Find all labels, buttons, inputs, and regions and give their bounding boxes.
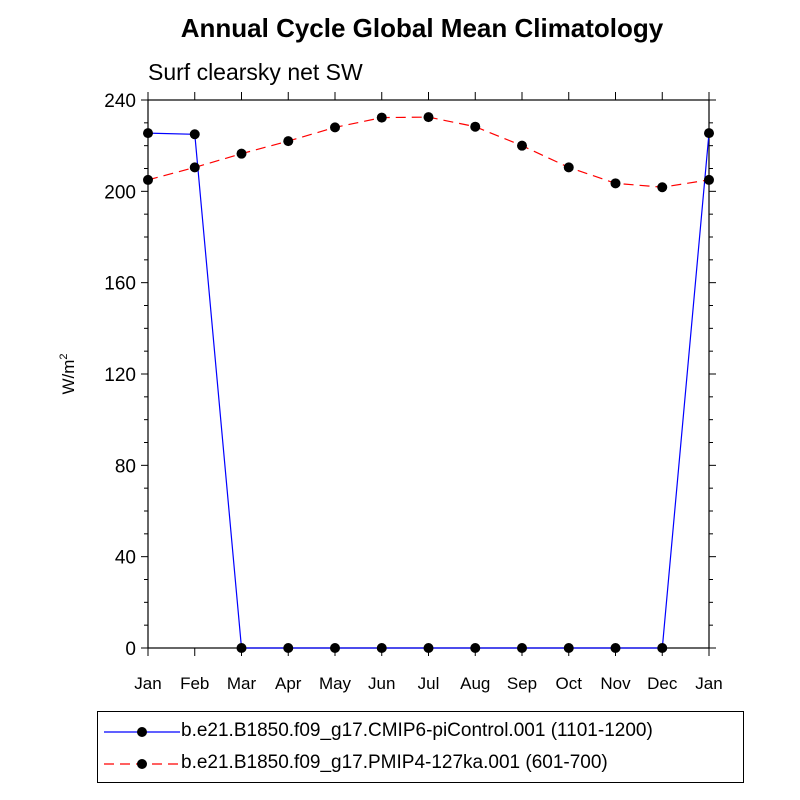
x-tick-label: May — [319, 674, 352, 693]
x-tick-label: Jan — [134, 674, 161, 693]
x-tick-label: Nov — [600, 674, 631, 693]
legend-label-picontrol: b.e21.B1850.f09_g17.CMIP6-piControl.001 … — [181, 720, 653, 741]
series-0-point — [657, 643, 668, 653]
series-0-point — [143, 128, 153, 139]
series-line-0 — [147, 132, 710, 649]
series-1-point — [610, 178, 621, 189]
x-tick-label: Feb — [180, 674, 209, 693]
series-1-point — [517, 140, 527, 151]
series-0-point — [236, 643, 247, 653]
series-0-point — [470, 643, 481, 653]
series-0-point — [283, 643, 294, 653]
legend-swatch-127ka — [104, 759, 180, 769]
series-1-point — [143, 174, 153, 185]
series-1-point — [189, 162, 200, 173]
plot-area-frame — [147, 99, 710, 649]
series-1-point — [563, 162, 574, 173]
x-tick-label: Dec — [647, 674, 678, 693]
legend-item-picontrol: b.e21.B1850.f09_g17.CMIP6-piControl.001 … — [98, 715, 743, 745]
x-tick-label: Aug — [460, 674, 490, 693]
series-1-point — [704, 174, 714, 185]
legend: b.e21.B1850.f09_g17.CMIP6-piControl.001 … — [97, 711, 744, 783]
series-0-point — [704, 128, 714, 139]
x-tick-label: Apr — [275, 674, 302, 693]
series-0-point — [330, 643, 340, 653]
series-1-point — [423, 112, 434, 123]
y-tick-label: 40 — [115, 548, 136, 569]
series-1-point — [283, 136, 294, 147]
y-tick-label: 120 — [104, 365, 136, 386]
y-tick-label: 160 — [104, 274, 136, 295]
series-1-point — [330, 122, 340, 133]
x-tick-label: Oct — [556, 674, 583, 693]
y-tick-label: 240 — [104, 91, 136, 112]
y-tick-label: 200 — [104, 182, 136, 203]
series-0-point — [376, 643, 387, 653]
x-tick-label: Jul — [418, 674, 440, 693]
x-tick-label: Jan — [695, 674, 722, 693]
series-1-point — [657, 182, 668, 193]
x-tick-label: Jun — [368, 674, 395, 693]
y-tick-label: 80 — [115, 456, 136, 477]
series-0-point — [517, 643, 527, 653]
x-tick-label: Mar — [227, 674, 257, 693]
series-0-point — [189, 129, 200, 140]
series-1-point — [470, 121, 481, 132]
series-0-point — [610, 643, 621, 653]
legend-item-127ka: b.e21.B1850.f09_g17.PMIP4-127ka.001 (601… — [98, 747, 743, 777]
series-line-1 — [147, 116, 710, 188]
legend-label-127ka: b.e21.B1850.f09_g17.PMIP4-127ka.001 (601… — [181, 752, 608, 773]
series-0-point — [423, 643, 434, 653]
y-tick-label: 0 — [125, 639, 136, 660]
chart-title: Annual Cycle Global Mean Climatology — [181, 13, 664, 43]
chart-subtitle: Surf clearsky net SW — [148, 59, 363, 85]
y-axis-label: W/m2 — [58, 353, 78, 394]
series-1-point — [236, 148, 247, 159]
series-1-point — [376, 112, 387, 123]
x-tick-label: Sep — [507, 674, 537, 693]
series-0-point — [563, 643, 574, 653]
legend-swatch-picontrol — [104, 727, 180, 737]
